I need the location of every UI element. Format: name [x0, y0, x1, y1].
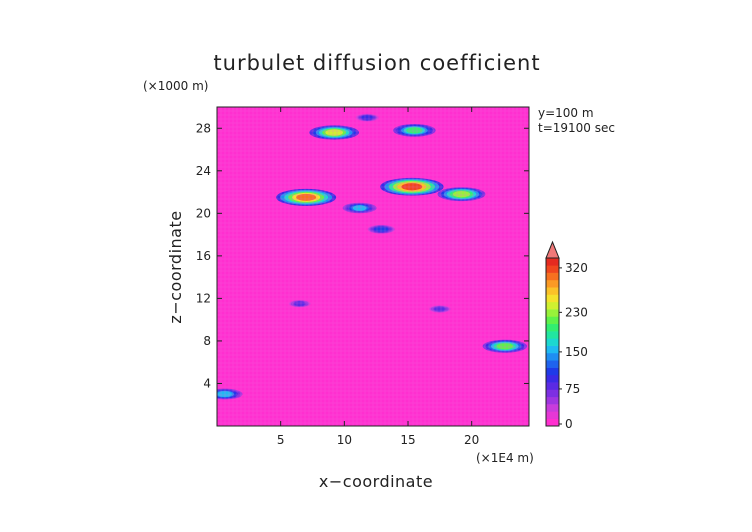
colorbar-swatch	[546, 331, 559, 339]
colorbar-swatch	[546, 374, 559, 383]
contour-level	[296, 193, 317, 201]
contour-level	[325, 129, 343, 136]
colorbar-swatch	[546, 287, 559, 295]
contour-feature	[393, 124, 436, 137]
colorbar-tick-label: 0	[565, 417, 573, 431]
colorbar-swatch	[546, 323, 559, 332]
contour-feature	[288, 299, 311, 308]
colorbar-swatch	[546, 396, 559, 405]
colorbar-swatch	[546, 418, 559, 427]
y-tick-label: 20	[196, 206, 211, 220]
contour-feature	[342, 202, 377, 214]
colorbar-swatch	[546, 352, 559, 361]
y-axis-label: z−coordinate	[166, 210, 185, 323]
colorbar-swatch	[546, 389, 559, 398]
colorbar-swatch	[546, 316, 559, 325]
contour-feature	[380, 177, 444, 196]
colorbar-swatch	[546, 367, 559, 376]
y-axis: 4 8 12 16 20 24 28	[196, 121, 529, 390]
colorbar-swatch	[546, 265, 559, 273]
contour-level	[434, 306, 446, 312]
contour-level	[217, 391, 232, 397]
contour-level	[452, 191, 471, 198]
colorbar-extend-arrow	[545, 240, 560, 259]
x-tick-label: 20	[464, 433, 479, 447]
contour-feature	[437, 187, 486, 202]
contour-feature	[428, 305, 451, 313]
colorbar-swatch	[546, 411, 559, 419]
y-tick-label: 28	[196, 121, 211, 135]
annotation-t: t=19100 sec	[538, 121, 615, 135]
y-tick-label: 8	[203, 334, 211, 348]
contour-level	[496, 343, 514, 350]
colorbar-swatch	[546, 404, 559, 412]
plot-frame	[216, 106, 530, 427]
colorbar-tick-label: 320	[565, 261, 588, 275]
x-tick-label: 5	[277, 433, 285, 447]
x-tick-label: 15	[400, 433, 415, 447]
contour-level	[401, 183, 423, 191]
colorbar: 0 75 150 230 320	[545, 240, 588, 431]
contour-feature	[276, 188, 337, 206]
x-axis: 5 10 15 20	[277, 107, 479, 447]
colorbar-swatch	[546, 360, 559, 368]
annotation-y: y=100 m	[538, 106, 594, 120]
contour-level	[352, 205, 367, 211]
contour-level	[375, 226, 388, 232]
plot-background	[217, 107, 529, 426]
contour-level	[294, 301, 306, 307]
contour-feature	[367, 224, 395, 234]
y-tick-label: 12	[196, 291, 211, 305]
colorbar-swatch	[546, 272, 559, 281]
contour-level	[361, 115, 374, 121]
x-tick-label: 10	[337, 433, 352, 447]
colorbar-swatch	[546, 301, 559, 310]
colorbar-swatch	[546, 345, 559, 354]
chart-title: turbulet diffusion coefficient	[213, 51, 540, 75]
colorbar-swatch	[546, 279, 559, 288]
contour-feature	[355, 113, 380, 122]
colorbar-swatch	[546, 309, 559, 317]
y-tick-label: 4	[203, 376, 211, 390]
colorbar-tick-label: 75	[565, 382, 580, 396]
colorbar-swatch	[546, 258, 559, 266]
y-tick-label: 24	[196, 164, 211, 178]
contour-level	[406, 127, 423, 134]
plot-area	[216, 106, 530, 427]
contour-feature	[482, 339, 528, 353]
plot-gridlines	[217, 107, 529, 426]
x-axis-label: x−coordinate	[319, 472, 433, 491]
colorbar-swatch	[546, 382, 559, 390]
colorbar-swatch	[546, 294, 559, 303]
y-tick-label: 16	[196, 249, 211, 263]
y-unit-label: (×1000 m)	[143, 79, 208, 93]
contour-feature	[309, 125, 359, 140]
colorbar-tick-label: 150	[565, 345, 588, 359]
colorbar-tick-label: 230	[565, 305, 588, 319]
colorbar-swatch	[546, 338, 559, 346]
contour-feature	[217, 388, 243, 400]
x-unit-label: (×1E4 m)	[476, 451, 534, 465]
